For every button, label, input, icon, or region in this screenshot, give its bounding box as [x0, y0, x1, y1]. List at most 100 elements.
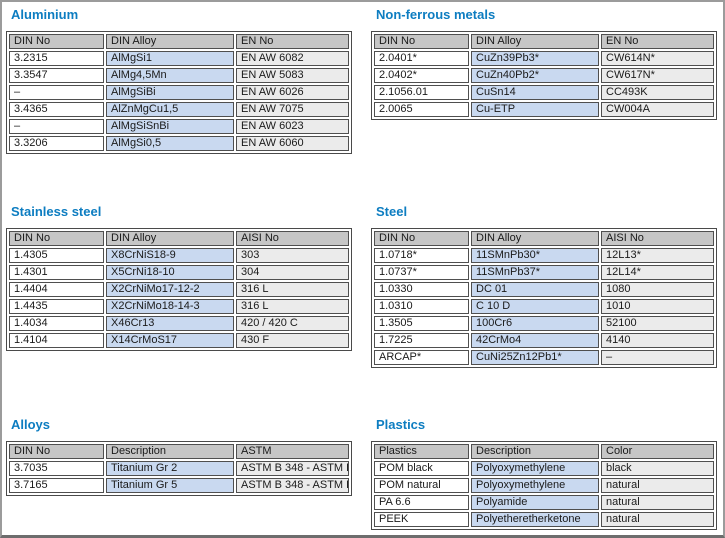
table-row: 1.4404 X2CrNiMo17-12-2 316 L	[9, 282, 349, 297]
table-cell: AlMg4,5Mn	[106, 68, 234, 83]
table-cell: AlMgSiBi	[106, 85, 234, 100]
table-cell: CW614N*	[601, 51, 714, 66]
section-title: Alloys	[11, 417, 51, 432]
section-alloys: Alloys DIN No Description ASTM 3.7035 Titan…	[6, 417, 352, 496]
table-cell: Titanium Gr 2	[106, 461, 234, 476]
table-row: PEEK Polyetheretherketone natural	[374, 512, 714, 527]
column-header: Color	[601, 444, 714, 459]
table-cell: 52100	[601, 316, 714, 331]
table-cell: 420 / 420 C	[236, 316, 349, 331]
table-cell: Titanium Gr 5	[106, 478, 234, 493]
table-cell: 4140	[601, 333, 714, 348]
table-cell: 316 L	[236, 299, 349, 314]
table-cell: 12L13*	[601, 248, 714, 263]
table-cell: X14CrMoS17	[106, 333, 234, 348]
table-cell: CuNi25Zn12Pb1*	[471, 350, 599, 365]
table-row: 3.2315 AlMgSi1 EN AW 6082	[9, 51, 349, 66]
table-row: 1.4305 X8CrNiS18-9 303	[9, 248, 349, 263]
table-row: 2.0401* CuZn39Pb3* CW614N*	[374, 51, 714, 66]
table-cell: CuSn14	[471, 85, 599, 100]
column-header: DIN Alloy	[471, 34, 599, 49]
table-cell: 12L14*	[601, 265, 714, 280]
table-cell: 1.4305	[9, 248, 104, 263]
table-row: – AlMgSiSnBi EN AW 6023	[9, 119, 349, 134]
stainless-steel-table: DIN No DIN Alloy AISI No 1.4305 X8CrNiS18-9…	[6, 228, 352, 351]
table-cell: 1.0737*	[374, 265, 469, 280]
table-cell: 304	[236, 265, 349, 280]
column-header: ASTM	[236, 444, 349, 459]
table-cell: 3.4365	[9, 102, 104, 117]
table-cell: AlMgSi0,5	[106, 136, 234, 151]
column-header: DIN No	[9, 444, 104, 459]
table-cell: EN AW 5083	[236, 68, 349, 83]
table-cell: 1080	[601, 282, 714, 297]
column-header: DIN Alloy	[106, 231, 234, 246]
table-cell: AlMgSiSnBi	[106, 119, 234, 134]
section-title: Plastics	[376, 417, 426, 432]
table-cell: 1.0330	[374, 282, 469, 297]
table-cell: 3.2315	[9, 51, 104, 66]
table-cell: natural	[601, 478, 714, 493]
section-title: Steel	[376, 204, 408, 219]
table-cell: Polyoxymethylene	[471, 461, 599, 476]
table-cell: CW004A	[601, 102, 714, 117]
column-header: DIN Alloy	[471, 231, 599, 246]
table-cell: POM black	[374, 461, 469, 476]
table-cell: 3.7035	[9, 461, 104, 476]
table-header-row: DIN No Description ASTM	[9, 444, 349, 459]
table-cell: 2.1056.01	[374, 85, 469, 100]
section-title: Aluminium	[11, 7, 79, 22]
table-cell: 3.3547	[9, 68, 104, 83]
table-cell: 1.0718*	[374, 248, 469, 263]
column-header: DIN No	[9, 34, 104, 49]
table-cell: 2.0065	[374, 102, 469, 117]
steel-table: DIN No DIN Alloy AISI No 1.0718* 11SMnPb30*…	[371, 228, 717, 368]
table-row: PA 6.6 Polyamide natural	[374, 495, 714, 510]
column-header: DIN No	[9, 231, 104, 246]
table-row: 2.0065 Cu-ETP CW004A	[374, 102, 714, 117]
table-cell: 1010	[601, 299, 714, 314]
table-cell: 1.4435	[9, 299, 104, 314]
table-header-row: DIN No DIN Alloy EN No	[9, 34, 349, 49]
table-cell: 2.0401*	[374, 51, 469, 66]
table-cell: 1.4301	[9, 265, 104, 280]
table-cell: 316 L	[236, 282, 349, 297]
table-row: ARCAP* CuNi25Zn12Pb1* –	[374, 350, 714, 365]
table-cell: Cu-ETP	[471, 102, 599, 117]
table-row: 3.3206 AlMgSi0,5 EN AW 6060	[9, 136, 349, 151]
table-cell: 1.4404	[9, 282, 104, 297]
table-cell: X46Cr13	[106, 316, 234, 331]
table-cell: ARCAP*	[374, 350, 469, 365]
plastics-table: Plastics Description Color POM black Polyox…	[371, 441, 717, 530]
section-title: Non-ferrous metals	[376, 7, 496, 22]
table-cell: EN AW 6082	[236, 51, 349, 66]
table-row: 1.7225 42CrMo4 4140	[374, 333, 714, 348]
table-cell: CW617N*	[601, 68, 714, 83]
table-cell: ASTM B 348 - ASTM F 136	[236, 478, 349, 493]
table-cell: POM natural	[374, 478, 469, 493]
table-cell: Polyamide	[471, 495, 599, 510]
table-cell: Polyoxymethylene	[471, 478, 599, 493]
table-cell: X8CrNiS18-9	[106, 248, 234, 263]
table-cell: CC493K	[601, 85, 714, 100]
table-header-row: DIN No DIN Alloy AISI No	[9, 231, 349, 246]
table-cell: X2CrNiMo18-14-3	[106, 299, 234, 314]
column-header: DIN Alloy	[106, 34, 234, 49]
table-cell: CuZn40Pb2*	[471, 68, 599, 83]
column-header: AISI No	[601, 231, 714, 246]
table-cell: PEEK	[374, 512, 469, 527]
table-header-row: DIN No DIN Alloy AISI No	[374, 231, 714, 246]
section-plastics: Plastics Plastics Description Color POM bl…	[371, 417, 717, 530]
table-cell: 1.3505	[374, 316, 469, 331]
table-cell: 3.7165	[9, 478, 104, 493]
table-cell: 100Cr6	[471, 316, 599, 331]
table-cell: 430 F	[236, 333, 349, 348]
table-cell: 3.3206	[9, 136, 104, 151]
table-row: 1.3505 100Cr6 52100	[374, 316, 714, 331]
table-cell: 2.0402*	[374, 68, 469, 83]
table-cell: 1.0310	[374, 299, 469, 314]
section-aluminium: Aluminium DIN No DIN Alloy EN No 3.2315 AlM…	[6, 7, 352, 154]
